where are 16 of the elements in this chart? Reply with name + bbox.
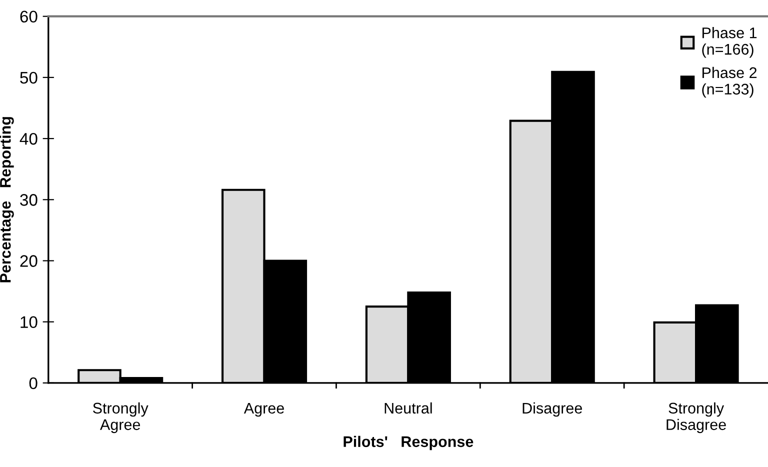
- legend-label: Phase 2 (n=133): [702, 66, 757, 98]
- x-axis-title: Pilots' Response: [344, 436, 474, 450]
- x-tick-label: Agree: [244, 402, 284, 417]
- y-tick-label: 60: [20, 10, 38, 23]
- y-tick-label: 20: [20, 255, 38, 267]
- y-tick-label: 0: [29, 377, 38, 390]
- x-tick-label: Strongly Disagree: [666, 402, 726, 434]
- y-tick-label: 30: [20, 194, 38, 206]
- y-tick-label: 50: [20, 72, 38, 84]
- x-tick-label: Neutral: [384, 402, 432, 414]
- legend-label: Phase 1 (n=166): [702, 27, 757, 58]
- y-tick-label: 10: [20, 316, 38, 328]
- y-tick-label: 40: [20, 132, 38, 145]
- x-tick-label: Strongly Agree: [93, 402, 148, 434]
- y-axis-title: Percentage Reporting: [0, 117, 14, 282]
- x-tick-label: Disagree: [522, 402, 582, 417]
